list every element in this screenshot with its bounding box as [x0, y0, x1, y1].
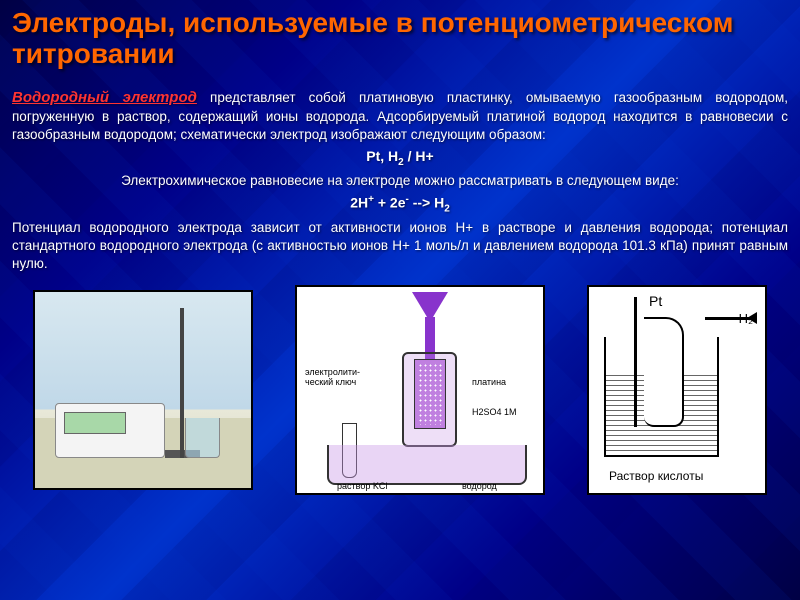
image-row: электролити- ческий ключ платина H2SO4 1… — [12, 285, 788, 495]
label-platinum: платина — [472, 377, 506, 387]
paragraph-2: Электрохимическое равновесие на электрод… — [12, 172, 788, 190]
lead-term: Водородный электрод — [12, 89, 197, 106]
label-hydrogen: водород — [462, 481, 497, 491]
slide-title: Электроды, используемые в потенциометрич… — [12, 8, 788, 70]
formula-2: 2H+ + 2e- --> H2 — [12, 194, 788, 214]
formula-1: Pt, H2 / H+ — [12, 148, 788, 168]
paragraph-1: Водородный электрод представляет собой п… — [12, 88, 788, 145]
label-kcl: раствор KCl — [337, 481, 387, 491]
lab-photo — [33, 290, 253, 490]
electrode-diagram: электролити- ческий ключ платина H2SO4 1… — [295, 285, 545, 495]
label-acid: Раствор кислоты — [609, 469, 703, 483]
paragraph-3: Потенциал водородного электрода зависит … — [12, 219, 788, 274]
label-pt: Pt — [649, 293, 662, 309]
ph-meter-icon — [55, 403, 165, 458]
schematic-diagram: Pt H₂ Раствор кислоты — [587, 285, 767, 495]
label-electrolytic: электролити- ческий ключ — [305, 367, 365, 387]
label-h2so4: H2SO4 1M — [472, 407, 517, 417]
